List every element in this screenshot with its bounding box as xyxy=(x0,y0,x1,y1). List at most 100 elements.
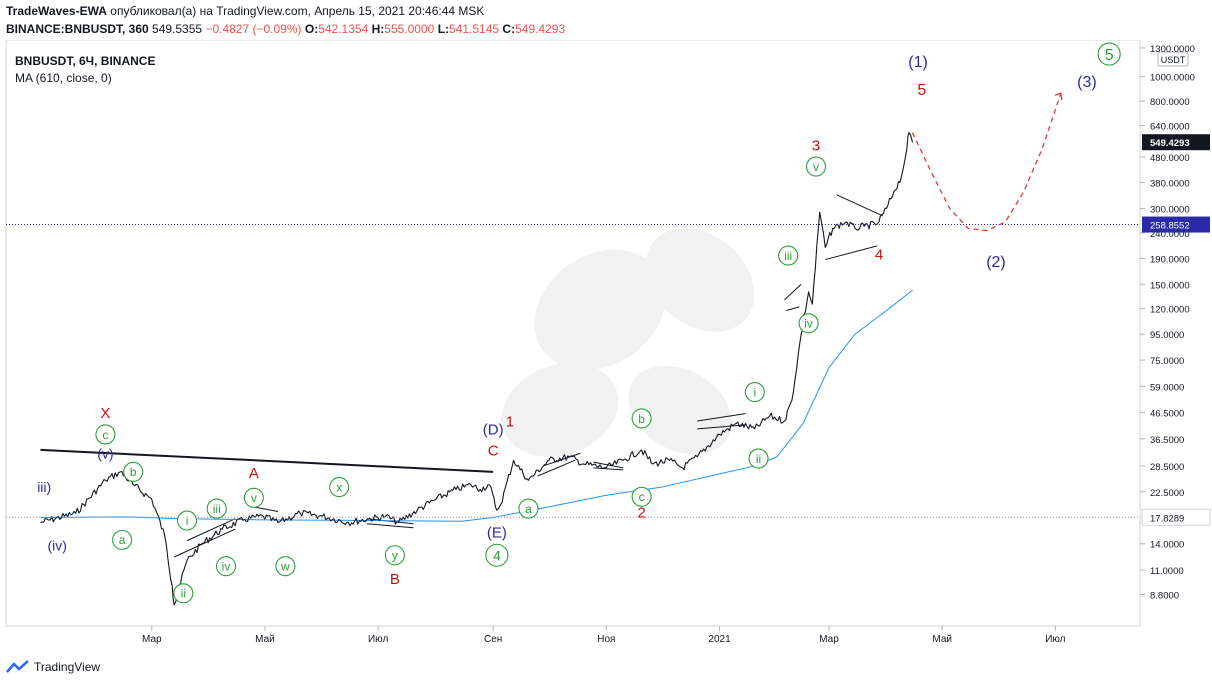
legend-indicator[interactable]: MA (610, close, 0) xyxy=(15,71,112,85)
price-line[interactable] xyxy=(40,132,914,606)
wave-label[interactable]: x xyxy=(329,477,350,498)
trendline[interactable] xyxy=(40,448,494,473)
wave-label[interactable]: b xyxy=(631,408,652,429)
wave-label[interactable]: ii xyxy=(748,448,769,469)
wave-label-circle xyxy=(778,245,799,266)
wave-label[interactable]: c xyxy=(631,486,652,507)
wave-label[interactable]: iii xyxy=(778,245,799,266)
trendline[interactable] xyxy=(593,467,624,471)
y-tick-label: 95.0000 xyxy=(1150,330,1184,341)
level-badge-label: 258.8552 xyxy=(1150,221,1190,232)
wave-label[interactable]: 1 xyxy=(506,413,514,430)
publish-line: TradeWaves-EWA опубликовал(а) на Trading… xyxy=(6,4,484,18)
wave-label[interactable]: (D) xyxy=(483,421,504,438)
wave-label[interactable]: iv xyxy=(798,313,819,334)
wave-label[interactable]: (1) xyxy=(908,54,928,71)
wave-label-circle xyxy=(631,408,652,429)
wave-label-circle xyxy=(243,487,264,508)
wave-label-circle xyxy=(123,461,144,482)
wave-label[interactable]: y xyxy=(384,545,405,566)
y-tick-label: 36.5000 xyxy=(1150,435,1184,446)
wave-label[interactable]: X xyxy=(100,405,110,422)
trendline[interactable] xyxy=(697,413,746,422)
y-tick-label: 28.5000 xyxy=(1150,462,1184,473)
y-tick-label: 11.0000 xyxy=(1150,566,1184,577)
footer-brand[interactable]: TradingView xyxy=(6,660,100,674)
high-label: H: xyxy=(371,22,385,36)
wave-label[interactable]: 5 xyxy=(917,82,926,99)
time-axis[interactable]: Мар Май Июл Сен Ноя 2021 Мар Май Июл xyxy=(6,625,1140,645)
wave-label[interactable]: w xyxy=(275,556,296,577)
wave-label[interactable]: iii xyxy=(206,498,227,519)
x-tick-label: Май xyxy=(932,634,952,645)
wave-label-text: b xyxy=(130,465,137,479)
wave-label[interactable]: (2) xyxy=(986,254,1006,271)
wave-label[interactable]: 5 xyxy=(1097,42,1121,66)
trendline[interactable] xyxy=(253,506,279,512)
currency-label: USDT xyxy=(1161,55,1186,65)
trendline[interactable] xyxy=(786,306,800,311)
wave-label[interactable]: 4 xyxy=(875,246,883,263)
wave-label[interactable]: ii xyxy=(173,583,194,604)
wave-label[interactable]: (iv) xyxy=(47,537,66,553)
wave-label[interactable]: a xyxy=(518,498,539,519)
wave-label[interactable]: c xyxy=(95,424,116,445)
y-tick-label: 640.0000 xyxy=(1150,122,1190,133)
y-tick-label: 480.0000 xyxy=(1150,153,1190,164)
trendline[interactable] xyxy=(186,518,236,542)
wave-label-circle xyxy=(631,486,652,507)
wave-label-text: c xyxy=(639,490,645,504)
author-name[interactable]: TradeWaves-EWA xyxy=(6,4,107,18)
wave-label-text: B xyxy=(390,571,400,588)
wave-label[interactable]: iv xyxy=(215,556,237,577)
wave-label[interactable]: v xyxy=(243,487,264,508)
wave-label-text: iii xyxy=(784,249,792,263)
trendline[interactable] xyxy=(697,424,746,430)
wave-label[interactable]: (E) xyxy=(487,524,507,541)
wave-label[interactable]: iii) xyxy=(37,479,51,495)
x-tick-label: Сен xyxy=(484,634,502,645)
wave-label-circle xyxy=(95,424,116,445)
trendline[interactable] xyxy=(366,518,414,525)
wave-label[interactable]: a xyxy=(112,529,133,550)
trendline[interactable] xyxy=(40,449,106,454)
wave-label[interactable]: 3 xyxy=(812,138,820,155)
wave-label[interactable]: (3) xyxy=(1077,74,1097,91)
wave-label[interactable]: i xyxy=(744,381,765,403)
x-tick-label: Мар xyxy=(142,634,162,645)
wave-label[interactable]: 4 xyxy=(485,543,509,567)
plot-area[interactable] xyxy=(5,40,1141,627)
trendline[interactable] xyxy=(825,245,878,261)
price-axis[interactable]: USDT 1300.0000 1000.0000 800.0000 640.0000 4… xyxy=(1139,40,1212,626)
trendline[interactable] xyxy=(173,528,236,558)
wave-label[interactable]: C xyxy=(488,442,499,459)
wave-label-circle xyxy=(798,313,819,334)
trendline[interactable] xyxy=(537,459,576,477)
wave-label[interactable]: i xyxy=(177,510,198,531)
wave-label-text: (v) xyxy=(97,445,113,461)
wave-label[interactable]: A xyxy=(249,465,259,482)
ohlc-line: BINANCE:BNBUSDT, 360 549.5355 −0.4827 (−… xyxy=(6,22,565,36)
projection-path[interactable] xyxy=(911,92,1062,232)
wave-label[interactable]: v xyxy=(805,156,827,177)
x-tick-label: Май xyxy=(255,634,275,645)
y-tick-label: 1300.0000 xyxy=(1150,44,1195,55)
wave-label-text: x xyxy=(336,480,342,494)
currency-badge[interactable] xyxy=(1157,51,1189,67)
brand-name: TradingView xyxy=(34,660,101,674)
wave-label-text: i xyxy=(186,514,189,528)
wave-label[interactable]: B xyxy=(390,571,400,588)
y-tick-label: 59.0000 xyxy=(1150,382,1184,393)
trendline[interactable] xyxy=(784,283,802,301)
wave-label-circle xyxy=(275,556,296,577)
wave-label[interactable]: b xyxy=(123,461,144,482)
wave-label-text: X xyxy=(100,405,110,422)
published-text: опубликовал(а) на TradingView.com, Апрел… xyxy=(110,4,485,18)
wave-label[interactable]: (v) xyxy=(97,445,113,461)
wave-label[interactable]: 2 xyxy=(637,504,645,521)
wave-label-circle xyxy=(485,543,509,567)
y-tick-label: 14.0000 xyxy=(1150,540,1184,551)
trendline[interactable] xyxy=(366,523,414,529)
trendline[interactable] xyxy=(836,194,884,217)
